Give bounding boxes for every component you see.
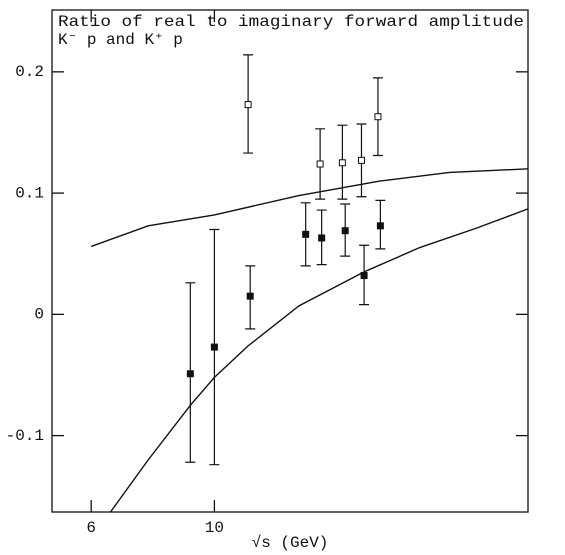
- data-point: [246, 292, 254, 300]
- data-point: [316, 160, 324, 168]
- y-tick-label: -0.1: [6, 427, 44, 445]
- x-tick-label: 10: [205, 519, 224, 537]
- chart-subtitle: K⁻ p and K⁺ p: [58, 31, 183, 49]
- model-curve: [90, 168, 529, 248]
- data-point: [210, 343, 218, 351]
- data-point: [374, 113, 382, 121]
- y-tick-label: 0.2: [15, 63, 44, 81]
- data-point: [244, 101, 252, 109]
- data-point: [341, 227, 349, 235]
- model-curve: [109, 208, 529, 513]
- data-point: [318, 234, 326, 242]
- data-point: [338, 159, 346, 167]
- chart-title: Ratio of real to imaginary forward ampli…: [58, 13, 524, 31]
- x-axis-label: √s (GeV): [252, 534, 329, 552]
- data-point: [357, 156, 365, 164]
- x-tick-label: 6: [86, 519, 96, 537]
- y-tick-label: 0: [34, 306, 44, 324]
- data-point: [302, 230, 310, 238]
- data-point: [376, 222, 384, 230]
- y-tick-label: 0.1: [15, 184, 44, 202]
- data-point: [360, 272, 368, 280]
- data-point: [186, 370, 194, 378]
- plot-frame: [51, 9, 529, 513]
